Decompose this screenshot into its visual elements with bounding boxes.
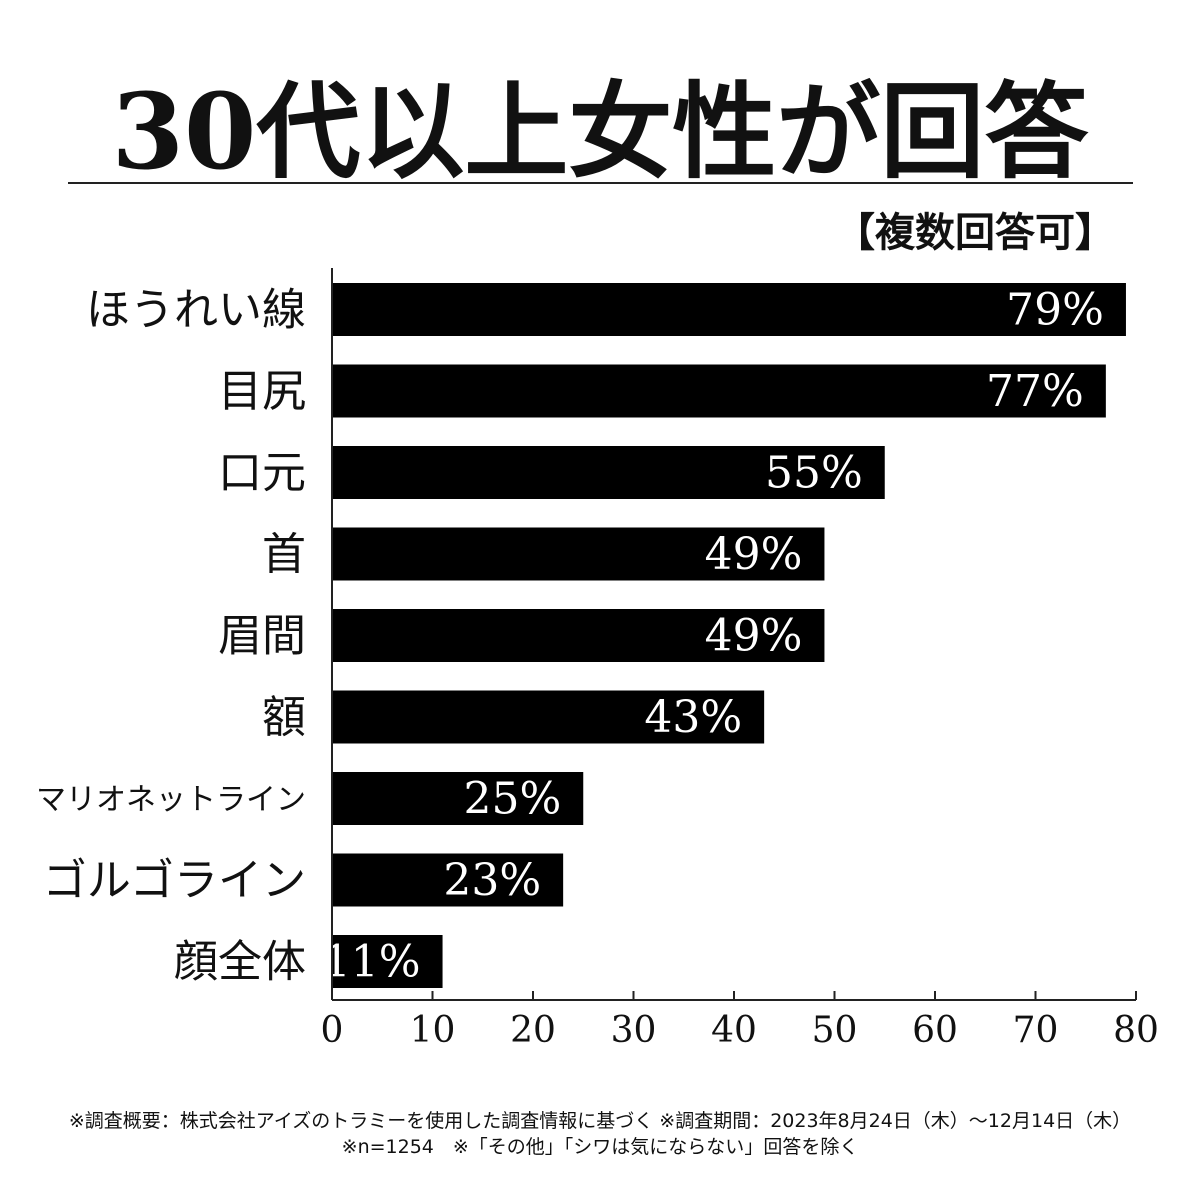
bar: [332, 935, 443, 988]
data-label: 79%: [1006, 285, 1104, 336]
bar: [332, 446, 885, 499]
data-label: 25%: [463, 774, 561, 825]
x-tick-label: 80: [1113, 1010, 1159, 1051]
category-label: マリオネットライン: [36, 783, 306, 818]
bar: [332, 527, 825, 581]
data-label: 55%: [765, 448, 863, 499]
chart-title: 30代以上女性が回答: [112, 70, 1090, 193]
footnote-line-1: ※調査概要：株式会社アイズのトラミーを使用した調査情報に基づく ※調査期間：20…: [69, 1110, 1131, 1132]
chart-subtitle: 【複数回答可】: [835, 209, 1115, 256]
footnote-line-2: ※n=1254 ※「その他」「シワは気にならない」回答を除く: [342, 1136, 859, 1158]
category-label: ゴルゴライン: [43, 855, 306, 906]
x-tick-label: 40: [711, 1010, 757, 1051]
x-tick-label: 0: [321, 1010, 344, 1051]
data-label: 49%: [705, 529, 803, 580]
x-tick-label: 60: [912, 1010, 958, 1051]
category-label: 眉間: [218, 611, 306, 662]
bar: [332, 690, 765, 744]
x-tick-label: 70: [1013, 1010, 1059, 1051]
bar: [332, 853, 564, 907]
x-tick-label: 10: [410, 1010, 456, 1051]
category-label: 顔全体: [174, 937, 306, 988]
category-label: 首: [262, 529, 306, 580]
data-label: 77%: [986, 366, 1084, 417]
bar: [332, 609, 825, 662]
data-label: 43%: [644, 692, 742, 743]
data-label: 11%: [323, 937, 421, 988]
x-tick-label: 20: [510, 1010, 556, 1051]
data-label: 23%: [443, 855, 541, 906]
x-tick-label: 30: [611, 1010, 657, 1051]
category-label: 目尻: [218, 366, 306, 417]
x-axis: 0 10 20 30 40 50 60 70 80: [321, 268, 1159, 1051]
category-label: 額: [262, 692, 306, 743]
data-label: 49%: [705, 611, 803, 662]
category-label: 口元: [218, 448, 306, 499]
bars-layer: 79% ほうれい線 77% 目尻 55% 口元 49% 首 49% 眉間 43% 額 25% マリオネット…: [36, 283, 1126, 988]
category-label: ほうれい線: [86, 285, 306, 336]
bar: [332, 283, 1126, 336]
x-tick-label: 50: [812, 1010, 858, 1051]
bar: [332, 364, 1106, 418]
bar: [332, 772, 584, 825]
